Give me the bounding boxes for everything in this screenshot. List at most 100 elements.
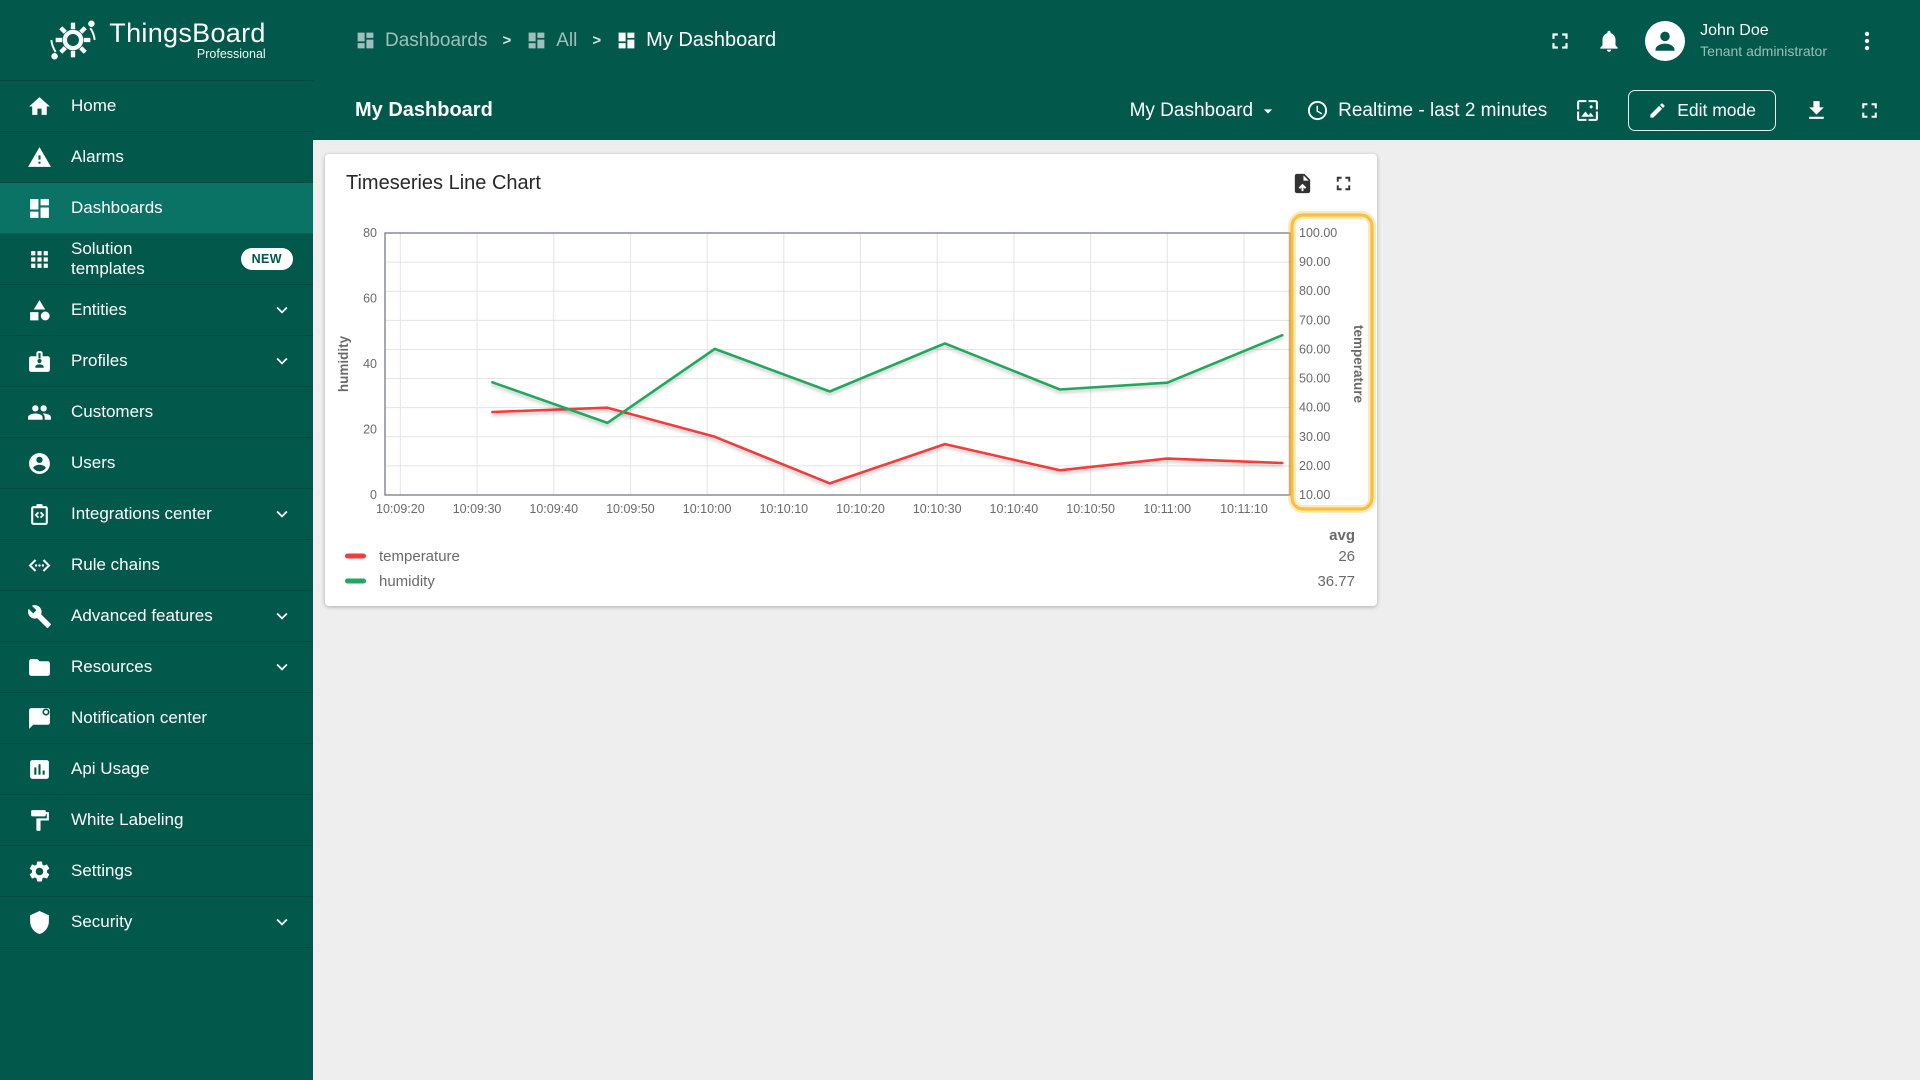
edit-mode-button[interactable]: Edit mode	[1628, 90, 1776, 131]
temperature-tick-label: 80.00	[1299, 284, 1330, 298]
home-icon	[27, 94, 52, 119]
sidebar-item-notification-center[interactable]: Notification center	[0, 693, 313, 744]
temperature-tick-label: 20.00	[1299, 459, 1330, 473]
sidebar-item-entities[interactable]: Entities	[0, 285, 313, 336]
humidity-tick-label: 40	[363, 357, 377, 371]
sidebar-item-users[interactable]: Users	[0, 438, 313, 489]
fullscreen-icon[interactable]	[1547, 28, 1573, 54]
breadcrumb-item-my-dashboard[interactable]: My Dashboard	[616, 29, 776, 52]
settings-icon	[27, 859, 52, 884]
sidebar-item-rule-chains[interactable]: Rule chains	[0, 540, 313, 591]
sidebar-item-label: Security	[71, 912, 133, 931]
sidebar-item-dashboards[interactable]: Dashboards	[0, 183, 313, 234]
sidebar-item-label: Notification center	[71, 708, 208, 727]
sidebar-item-label: White Labeling	[71, 810, 184, 829]
temperature-axis-highlight	[1290, 213, 1374, 511]
timeseries-line-chart: 10:09:20 10:09:30 10:09:40 10:09:50 10:10:00…	[336, 211, 1376, 590]
white-labeling-icon	[27, 808, 52, 833]
sidebar-item-solution-templates[interactable]: Solution templates NEW	[0, 234, 313, 285]
x-tick-label: 10:10:50	[1066, 502, 1115, 516]
breadcrumb-item-dashboards[interactable]: Dashboards	[355, 30, 487, 52]
avatar[interactable]	[1645, 20, 1686, 61]
toolbar-fullscreen-icon[interactable]	[1857, 98, 1882, 123]
sidebar-item-customers[interactable]: Customers	[0, 387, 313, 438]
sidebar-item-advanced-features[interactable]: Advanced features	[0, 591, 313, 642]
sidebar-item-label: Entities	[71, 300, 127, 319]
caret-down-icon	[1258, 101, 1278, 121]
sidebar-item-integrations-center[interactable]: Integrations center	[0, 489, 313, 540]
sidebar-nav: Home Alarms Dashboards Solution templates NE…	[0, 81, 313, 948]
user-block: John Doe Tenant administrator	[1700, 21, 1827, 60]
sidebar-item-label: Customers	[71, 402, 154, 421]
legend-label: humidity	[379, 573, 435, 590]
x-tick-label: 10:10:40	[990, 502, 1039, 516]
temperature-tick-label: 30.00	[1299, 430, 1330, 444]
brand-text: ThingsBoard Professional	[109, 17, 266, 62]
dashboard-toolbar: My Dashboard My Dashboard Realtime - las…	[313, 81, 1920, 140]
widget-title: Timeseries Line Chart	[346, 172, 541, 194]
legend-row-temperature[interactable]: temperature 26	[345, 548, 1355, 565]
sidebar-item-label: Api Usage	[71, 759, 150, 778]
notification-icon	[27, 706, 52, 731]
humidity-tick-label: 0	[370, 488, 377, 502]
humidity-tick-label: 60	[363, 292, 377, 306]
dashboards-icon	[616, 30, 637, 51]
thingsboard-gear-icon	[50, 20, 96, 60]
export-file-icon[interactable]	[1291, 172, 1314, 195]
more-menu-icon[interactable]	[1854, 28, 1880, 54]
legend-avg-value: 26	[1338, 548, 1355, 565]
humidity-legend-swatch	[345, 578, 366, 584]
temperature-line-series	[491, 406, 1284, 485]
dashboard-image-icon[interactable]	[1575, 98, 1600, 123]
integrations-icon	[27, 502, 52, 527]
widget-fullscreen-icon[interactable]	[1332, 172, 1355, 195]
humidity-axis-name: humidity	[336, 335, 351, 392]
sidebar-item-label: Users	[71, 453, 116, 472]
sidebar-item-label: Resources	[71, 657, 153, 676]
x-tick-label: 10:11:00	[1143, 502, 1191, 516]
breadcrumb-label: Dashboards	[385, 29, 488, 51]
sidebar-item-profiles[interactable]: Profiles	[0, 336, 313, 387]
temperature-tick-label: 60.00	[1299, 342, 1330, 356]
x-tick-label: 10:09:50	[606, 502, 655, 516]
legend-row-humidity[interactable]: humidity 36.77	[345, 573, 1355, 590]
timewindow-button[interactable]: Realtime - last 2 minutes	[1306, 99, 1547, 122]
sidebar: ThingsBoard Professional Home Alarms Dashb…	[0, 0, 313, 1080]
humidity-tick-label: 80	[363, 226, 377, 240]
breadcrumb-separator: >	[502, 32, 512, 49]
sidebar-item-api-usage[interactable]: Api Usage	[0, 744, 313, 795]
advanced-features-icon	[27, 604, 52, 629]
brand-logo: ThingsBoard Professional	[0, 0, 313, 81]
breadcrumb-separator: >	[592, 32, 602, 49]
security-icon	[27, 910, 52, 935]
brand-name: ThingsBoard	[109, 17, 266, 48]
sidebar-item-label: Settings	[71, 861, 133, 880]
temperature-tick-label: 50.00	[1299, 372, 1330, 386]
clock-icon	[1306, 99, 1329, 122]
brand-edition: Professional	[196, 47, 266, 62]
main-column: Dashboards > All > My Dashboard John Doe Ten…	[313, 0, 1920, 1080]
bell-icon[interactable]	[1596, 28, 1622, 54]
sidebar-item-label: Home	[71, 96, 117, 115]
customers-icon	[27, 400, 52, 425]
legend-avg-header: avg	[1329, 527, 1355, 544]
sidebar-item-white-labeling[interactable]: White Labeling	[0, 795, 313, 846]
x-tick-label: 10:10:10	[759, 502, 808, 516]
solution-templates-icon	[27, 247, 52, 272]
x-tick-label: 10:10:20	[836, 502, 885, 516]
sidebar-item-settings[interactable]: Settings	[0, 846, 313, 897]
sidebar-item-alarms[interactable]: Alarms	[0, 132, 313, 183]
breadcrumb-item-all[interactable]: All	[526, 30, 577, 52]
chevron-down-icon	[271, 656, 293, 678]
breadcrumb-label: All	[556, 29, 578, 51]
api-usage-icon	[27, 757, 52, 782]
sidebar-item-security[interactable]: Security	[0, 897, 313, 948]
download-icon[interactable]	[1804, 98, 1829, 123]
humidity-tick-label: 20	[363, 423, 377, 437]
rule-chains-icon	[27, 553, 52, 578]
legend-avg-value: 36.77	[1317, 573, 1355, 590]
sidebar-item-label: Profiles	[71, 351, 128, 370]
sidebar-item-home[interactable]: Home	[0, 81, 313, 132]
dashboard-select[interactable]: My Dashboard	[1130, 100, 1279, 122]
sidebar-item-resources[interactable]: Resources	[0, 642, 313, 693]
